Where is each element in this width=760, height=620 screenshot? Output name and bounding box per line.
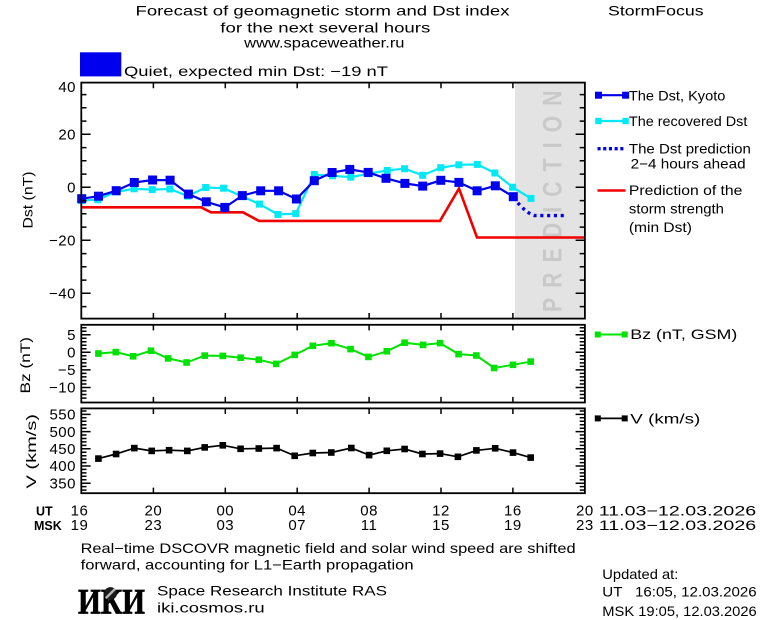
svg-text:Prediction of the: Prediction of the: [629, 182, 743, 198]
svg-text:0: 0: [67, 180, 76, 197]
svg-text:07: 07: [288, 517, 306, 534]
svg-text:20: 20: [58, 127, 76, 144]
svg-text:5: 5: [67, 327, 76, 344]
svg-text:V (km/s): V (km/s): [23, 414, 39, 489]
svg-text:0: 0: [67, 345, 76, 362]
svg-text:storm strength: storm strength: [629, 201, 724, 217]
svg-text:forward, accounting for L1−Ear: forward, accounting for L1−Earth propaga…: [81, 557, 414, 573]
svg-text:−20: −20: [49, 233, 76, 250]
svg-text:16: 16: [504, 503, 522, 520]
svg-text:20: 20: [145, 503, 163, 520]
svg-text:UT 16:05, 12.03.2026: UT 16:05, 12.03.2026: [602, 584, 757, 600]
svg-text:MSK: MSK: [34, 519, 62, 533]
svg-text:11.03−12.03.2026: 11.03−12.03.2026: [599, 517, 757, 533]
svg-text:400: 400: [49, 458, 76, 475]
svg-text:00: 00: [216, 503, 234, 520]
svg-text:−5: −5: [58, 362, 76, 379]
svg-text:for the next several hours: for the next several hours: [220, 19, 430, 35]
svg-text:Real−time DSCOVR magnetic fiel: Real−time DSCOVR magnetic field and sola…: [81, 540, 576, 556]
svg-text:350: 350: [49, 475, 76, 492]
svg-text:23: 23: [145, 517, 163, 534]
svg-text:Updated at:: Updated at:: [602, 566, 678, 582]
svg-text:12: 12: [432, 503, 450, 520]
svg-text:23: 23: [576, 517, 594, 534]
svg-text:V (km/s): V (km/s): [630, 411, 700, 427]
svg-text:The Dst prediction: The Dst prediction: [629, 141, 751, 157]
svg-text:08: 08: [360, 503, 378, 520]
svg-text:iki.cosmos.ru: iki.cosmos.ru: [157, 600, 265, 616]
svg-text:The recovered Dst: The recovered Dst: [629, 113, 748, 129]
svg-text:StormFocus: StormFocus: [608, 3, 704, 19]
svg-text:03: 03: [216, 517, 234, 534]
svg-text:−10: −10: [49, 380, 76, 397]
svg-text:500: 500: [49, 424, 76, 441]
svg-text:16: 16: [71, 503, 89, 520]
svg-text:Dst (nT): Dst (nT): [19, 172, 35, 229]
svg-text:11.03−12.03.2026: 11.03−12.03.2026: [599, 503, 757, 519]
svg-text:40: 40: [58, 79, 76, 96]
svg-text:Space Research Institute RAS: Space Research Institute RAS: [157, 582, 387, 598]
svg-text:Bz (nT): Bz (nT): [17, 337, 33, 394]
svg-text:450: 450: [49, 441, 76, 458]
svg-text:11: 11: [361, 517, 378, 534]
svg-text:Bz (nT, GSM): Bz (nT, GSM): [630, 326, 737, 342]
svg-text:550: 550: [49, 407, 76, 424]
svg-text:−40: −40: [49, 286, 76, 303]
svg-text:MSK 19:05, 12.03.2026: MSK 19:05, 12.03.2026: [602, 603, 757, 619]
svg-text:(min Dst): (min Dst): [629, 219, 692, 235]
svg-text:Forecast of geomagnetic storm: Forecast of geomagnetic storm and Dst in…: [136, 3, 510, 19]
svg-text:19: 19: [504, 517, 522, 534]
svg-text:19: 19: [71, 517, 89, 534]
svg-text:15: 15: [432, 517, 450, 534]
svg-text:2−4 hours ahead: 2−4 hours ahead: [631, 155, 746, 171]
svg-text:20: 20: [576, 503, 594, 520]
svg-text:04: 04: [288, 503, 306, 520]
svg-text:www.spaceweather.ru: www.spaceweather.ru: [243, 35, 404, 51]
svg-text:Quiet, expected min Dst: −19 n: Quiet, expected min Dst: −19 nT: [124, 63, 389, 79]
svg-text:The Dst, Kyoto: The Dst, Kyoto: [629, 87, 726, 103]
svg-text:UT: UT: [36, 505, 53, 519]
